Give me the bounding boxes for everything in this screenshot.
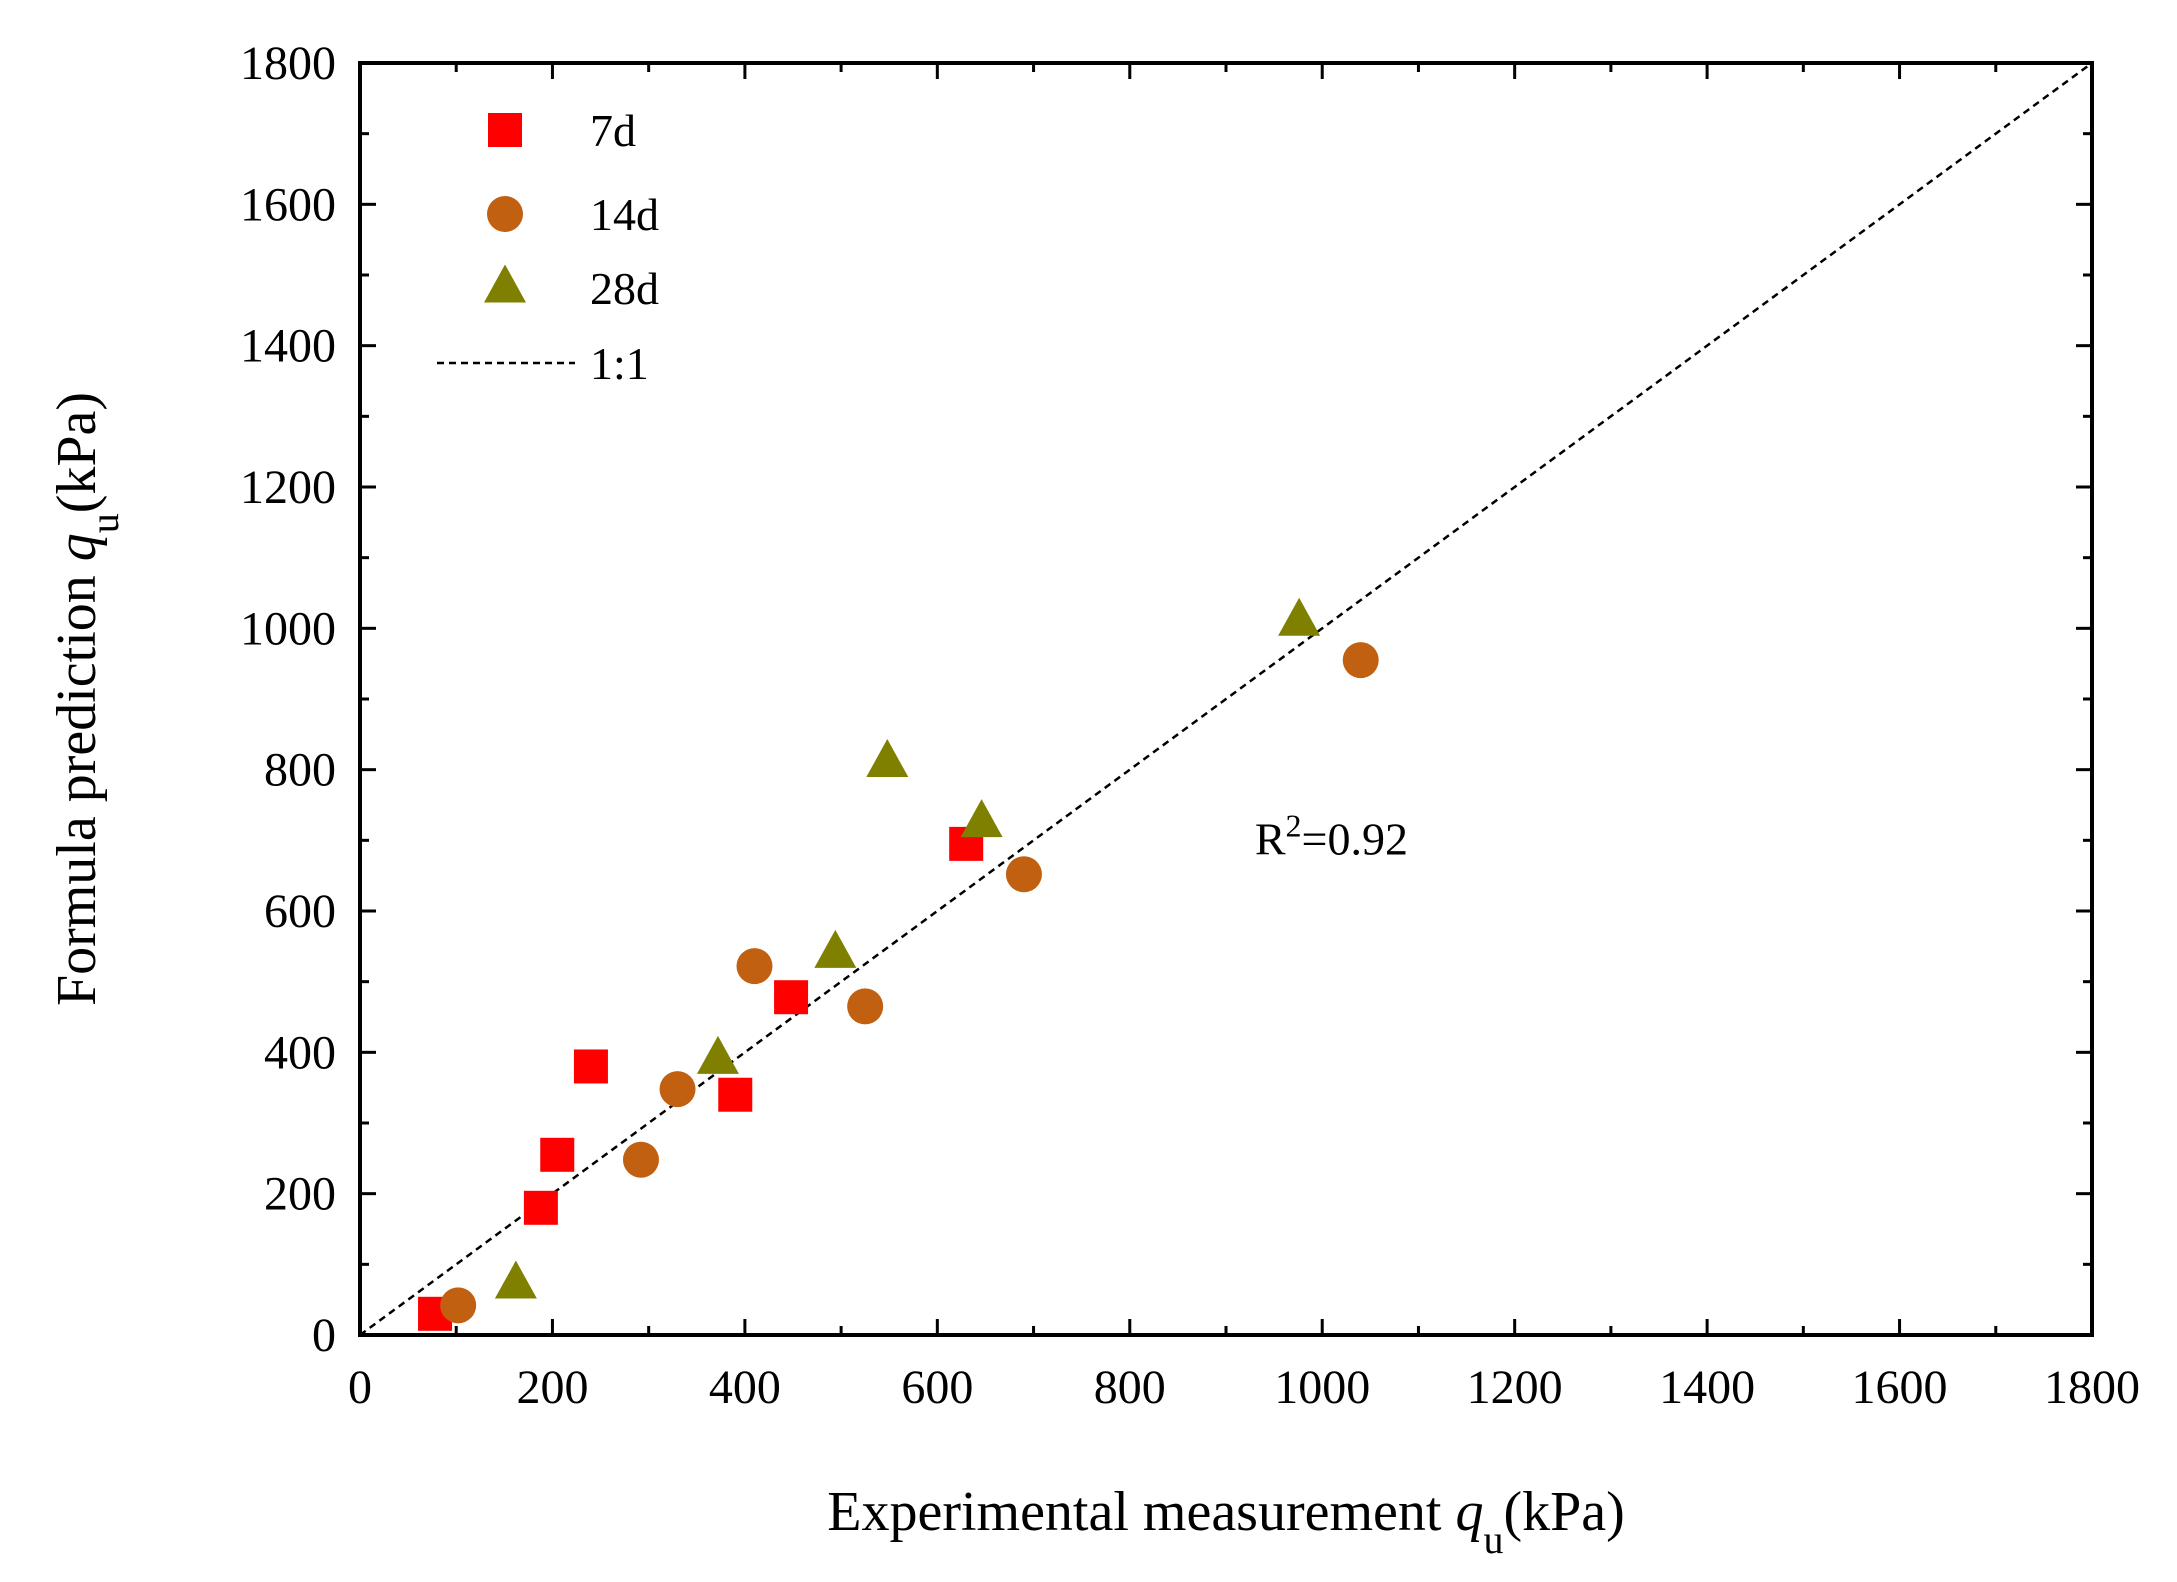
y-axis-title-main: Formula prediction [46,561,108,1006]
legend: 7d 14d 28d 1:1 [437,105,659,389]
y-tick-label: 1000 [240,602,336,655]
x-tick-label: 1600 [1852,1361,1948,1414]
y-tick-label: 1200 [240,461,336,514]
point-28d [1278,597,1321,636]
x-tick-label: 1800 [2044,1361,2140,1414]
point-14d [659,1071,696,1108]
y-tick-label: 800 [264,744,336,797]
x-tick-label: 800 [1094,1361,1166,1414]
point-7d [774,980,809,1015]
labels-layer: 0 200 400 600 800 1000 1200 1400 1600 1800 0 200 400… [240,37,2140,1414]
x-tick-label: 1200 [1467,1361,1563,1414]
legend-marker-28d [484,264,526,303]
x-tick-label: 600 [901,1361,973,1414]
point-28d [866,739,909,778]
point-14d [1005,856,1042,893]
x-axis-title-var: q [1455,1481,1483,1543]
legend-label-28d: 28d [590,263,659,314]
x-axis-title-main: Experimental measurement [827,1481,1455,1543]
point-14d [847,988,884,1025]
y-axis-title-sub: u [82,513,127,533]
point-14d [440,1287,477,1324]
y-tick-label: 1800 [240,37,336,90]
y-tick-label: 200 [264,1168,336,1221]
x-tick-label: 200 [516,1361,588,1414]
y-axis-title: Formula prediction qu(kPa) [46,392,127,1006]
point-28d [960,799,1003,838]
y-tick-label: 600 [264,885,336,938]
points-layer [418,597,1379,1331]
point-7d [540,1137,575,1172]
x-tick-label: 400 [709,1361,781,1414]
r-squared-sup: 2 [1286,807,1302,843]
y-tick-label: 1400 [240,320,336,373]
x-axis-title: Experimental measurement qu(kPa) [827,1481,1625,1562]
x-tick-label: 1400 [1659,1361,1755,1414]
legend-label-1to1: 1:1 [590,338,649,389]
legend-label-7d: 7d [590,105,636,156]
legend-marker-7d [488,113,522,147]
legend-label-14d: 14d [590,189,659,240]
legend-marker-14d [487,196,523,232]
y-tick-label: 400 [264,1026,336,1079]
reference-line-layer [359,61,2093,1337]
plot-frame [358,61,2094,1337]
x-tick-label: 0 [348,1361,372,1414]
y-axis-title-var: q [46,533,108,561]
point-28d [696,1035,739,1074]
r-squared-rest: =0.92 [1302,813,1408,864]
point-7d [573,1049,608,1084]
x-tick-label: 1000 [1274,1361,1370,1414]
point-14d [622,1141,659,1178]
point-28d [494,1260,537,1299]
y-axis-title-unit: (kPa) [46,392,108,513]
y-tick-label: 1600 [240,178,336,231]
x-axis-title-unit: (kPa) [1503,1481,1624,1543]
point-28d [814,929,857,968]
r-squared-base: R [1255,813,1286,864]
reference-line-1to1 [359,61,2093,1337]
point-7d [523,1190,558,1225]
point-7d [718,1077,753,1112]
r-squared-annotation: R2=0.92 [1255,807,1408,864]
point-14d [1342,642,1379,679]
point-14d [736,948,773,985]
x-axis-title-sub: u [1483,1517,1503,1562]
y-tick-label: 0 [312,1309,336,1362]
